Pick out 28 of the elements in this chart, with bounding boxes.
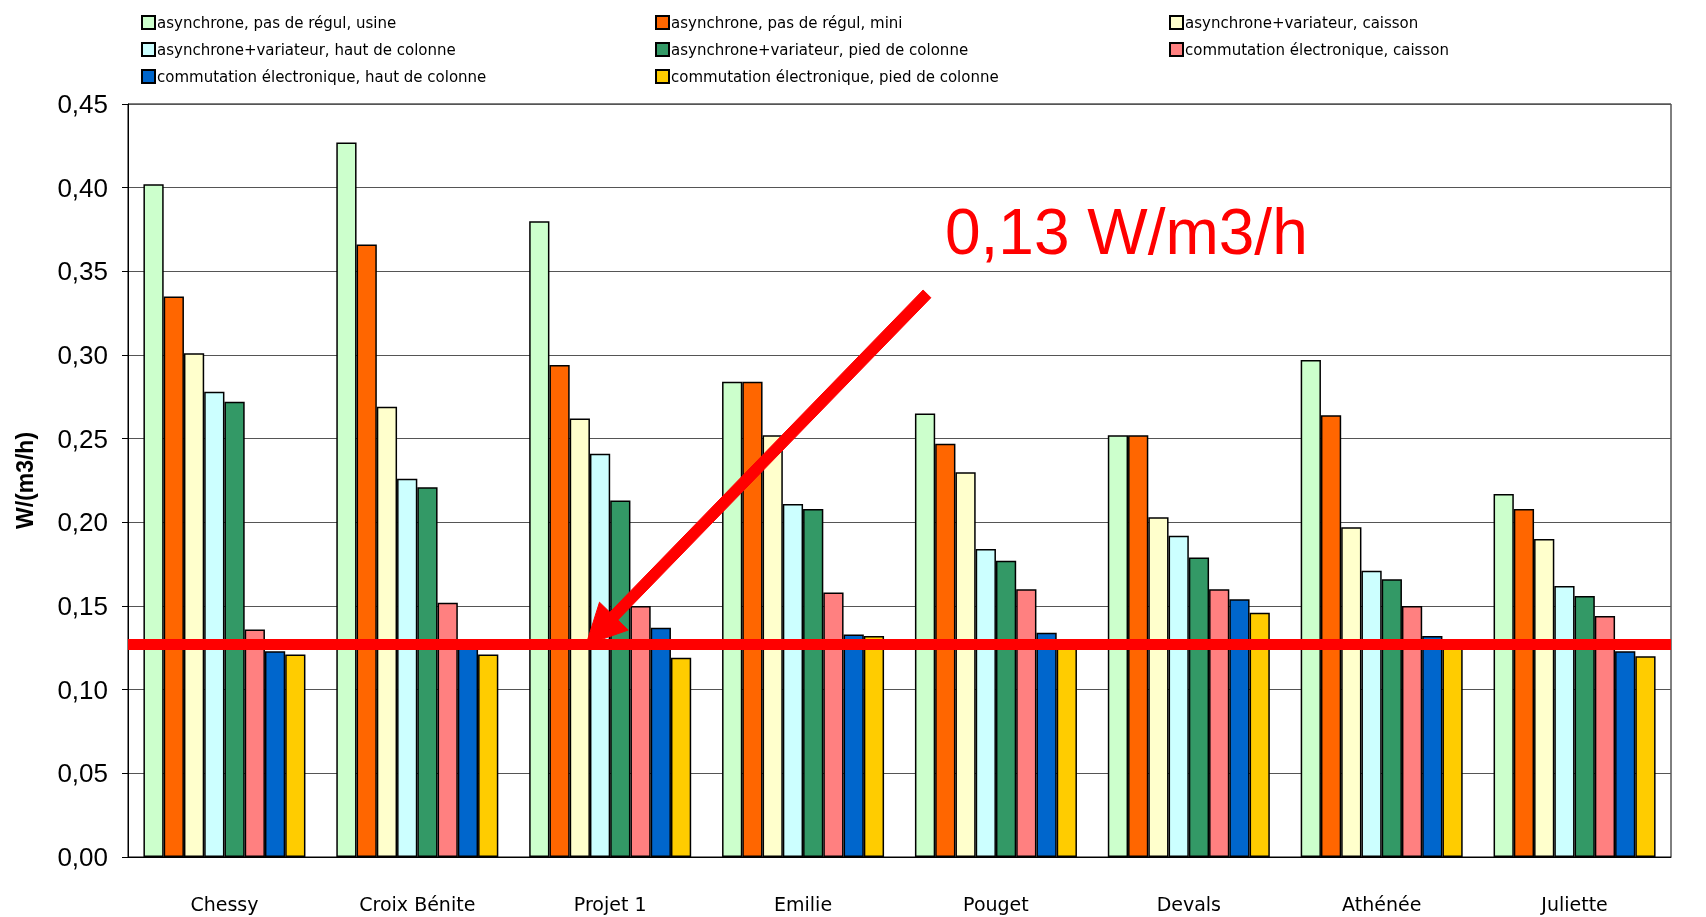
legend-label: asynchrone+variateur, pied de colonne	[671, 40, 969, 59]
y-tick-label: 0,10	[57, 674, 108, 705]
x-tick-label: Juliette	[1540, 892, 1608, 915]
legend-label: commutation électronique, pied de colonne	[671, 67, 999, 86]
annotation: 0,13 W/m3/h	[944, 196, 1308, 268]
x-tick-label: Chessy	[190, 892, 259, 915]
x-tick-label: Projet 1	[573, 892, 647, 915]
y-tick-label: 0,35	[57, 256, 108, 287]
y-tick-label: 0,25	[57, 423, 108, 454]
legend-label: asynchrone, pas de régul, mini	[671, 13, 903, 32]
legend-label: commutation électronique, caisson	[1185, 40, 1449, 59]
legend-label: asynchrone, pas de régul, usine	[157, 13, 397, 32]
x-tick-label: Emilie	[774, 892, 833, 915]
y-tick-label: 0,00	[57, 842, 108, 872]
x-tick-label: Athénée	[1342, 892, 1422, 915]
y-tick-label: 0,45	[57, 89, 108, 119]
legend-label: asynchrone+variateur, caisson	[1185, 13, 1419, 32]
y-tick-label: 0,20	[57, 507, 108, 538]
y-axis-title: W/(m3/h)	[11, 431, 38, 530]
x-tick-label: Pouget	[963, 892, 1029, 915]
legend-label: commutation électronique, haut de colonne	[157, 67, 487, 86]
legend-label: asynchrone+variateur, haut de colonne	[157, 40, 456, 59]
x-tick-label: Devals	[1156, 892, 1222, 915]
x-tick-label: Croix Bénite	[359, 892, 476, 915]
y-tick-label: 0,15	[57, 591, 108, 621]
y-tick-label: 0,05	[57, 758, 108, 789]
y-tick-label: 0,40	[57, 172, 108, 203]
y-tick-label: 0,30	[57, 340, 108, 370]
